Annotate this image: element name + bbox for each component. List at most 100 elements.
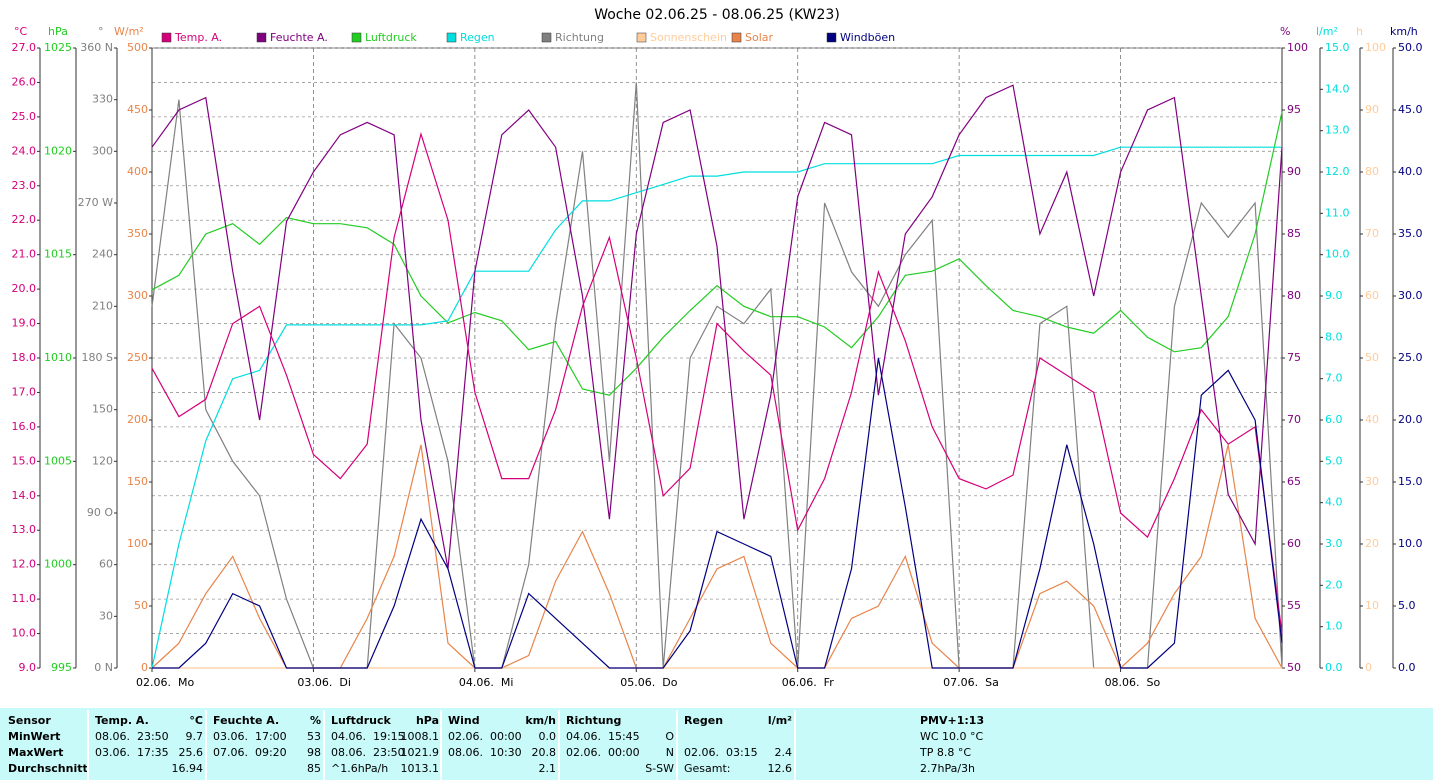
table-cell: l/m²: [768, 714, 792, 727]
y-tick-label: 10.0: [1398, 537, 1423, 550]
y-tick-label: 27.0: [12, 41, 37, 54]
table-cell: 07.06. 09:20: [213, 746, 287, 759]
table-cell: 16.94: [172, 762, 204, 775]
y-tick-label: 80: [1365, 165, 1379, 178]
chart-title: Woche 02.06.25 - 08.06.25 (KW23): [594, 7, 840, 23]
y-tick-label: 30.0: [1398, 289, 1423, 302]
legend-swatch: [636, 32, 647, 43]
axis-unit: h: [1356, 25, 1363, 38]
y-tick-label: 400: [127, 165, 148, 178]
y-tick-label: 10.0: [12, 627, 37, 640]
y-tick-label: 250: [127, 351, 148, 364]
y-tick-label: 450: [127, 103, 148, 116]
y-tick-label: 1015: [44, 248, 72, 261]
row-label: MinWert: [8, 730, 60, 743]
y-tick-label: 95: [1287, 103, 1301, 116]
y-tick-label: 23.0: [12, 179, 37, 192]
y-tick-label: 70: [1365, 227, 1379, 240]
series-line: [152, 357, 1283, 669]
y-tick-label: 85: [1287, 227, 1301, 240]
y-tick-label: 12.0: [12, 558, 37, 571]
y-tick-label: 60: [1365, 289, 1379, 302]
y-tick-label: 18.0: [12, 351, 37, 364]
series-line: [151, 131, 1283, 634]
y-tick-label: 1025: [44, 41, 72, 54]
y-tick-label: 1000: [44, 558, 72, 571]
y-tick-label: 0: [141, 661, 148, 674]
y-tick-label: 16.0: [12, 420, 37, 433]
table-cell: 04.06. 15:45: [566, 730, 640, 743]
series-line: [151, 84, 1283, 569]
y-tick-label: 25.0: [12, 110, 37, 123]
table-cell: 20.8: [532, 746, 557, 759]
y-tick-label: 200: [127, 413, 148, 426]
y-tick-label: 0.0: [1398, 661, 1416, 674]
y-tick-label: 120: [92, 454, 113, 467]
y-tick-label: 5.0: [1325, 454, 1343, 467]
y-tick-label: 40: [1365, 413, 1379, 426]
pmv-line: TP 8.8 °C: [919, 746, 971, 759]
y-tick-label: 50: [1287, 661, 1301, 674]
y-tick-label: 5.0: [1398, 599, 1416, 612]
y-tick-label: 100: [127, 537, 148, 550]
legend-swatch: [351, 32, 362, 43]
y-tick-label: 1005: [44, 454, 72, 467]
y-tick-label: 55: [1287, 599, 1301, 612]
y-tick-label: 13.0: [1325, 124, 1350, 137]
y-tick-label: 10.0: [1325, 248, 1350, 261]
table-cell: 98: [307, 746, 321, 759]
y-tick-label: 60: [99, 558, 113, 571]
table-cell: Luftdruck: [331, 714, 392, 727]
y-tick-label: 0: [1365, 661, 1372, 674]
table-cell: 08.06. 23:50: [331, 746, 405, 759]
y-tick-label: 70: [1287, 413, 1301, 426]
y-tick-label: 25.0: [1398, 351, 1423, 364]
legend-swatch: [826, 32, 837, 43]
legend-swatch: [541, 32, 552, 43]
table-cell: 02.06. 00:00: [448, 730, 522, 743]
y-tick-label: 995: [51, 661, 72, 674]
y-tick-label: 17.0: [12, 385, 37, 398]
y-tick-label: 30: [99, 609, 113, 622]
y-tick-label: 0.0: [1325, 661, 1343, 674]
legend-swatch: [161, 32, 172, 43]
x-tick-label: 08.06. So: [1105, 676, 1161, 689]
y-tick-label: 21.0: [12, 248, 37, 261]
y-tick-label: 45.0: [1398, 103, 1423, 116]
y-tick-label: 300: [92, 144, 113, 157]
legend-label: Temp. A.: [174, 31, 222, 44]
legend-label: Luftdruck: [365, 31, 417, 44]
y-tick-label: 20: [1365, 537, 1379, 550]
table-cell: 1013.1: [401, 762, 440, 775]
y-tick-label: 12.0: [1325, 165, 1350, 178]
legend-swatch: [731, 32, 742, 43]
axis-unit: °: [98, 25, 104, 38]
x-tick-label: 03.06. Di: [297, 676, 351, 689]
axis-unit: l/m²: [1316, 25, 1338, 38]
table-cell: °C: [189, 714, 203, 727]
y-tick-label: 0 N: [94, 661, 113, 674]
y-tick-label: 100: [1365, 41, 1386, 54]
y-tick-label: 65: [1287, 475, 1301, 488]
table-cell: 02.06. 00:00: [566, 746, 640, 759]
pmv-header: PMV+1:13: [920, 714, 984, 727]
y-tick-label: 3.0: [1325, 537, 1343, 550]
y-tick-label: 240: [92, 248, 113, 261]
axis-unit: %: [1280, 25, 1290, 38]
y-tick-label: 15.0: [1325, 41, 1350, 54]
table-cell: 2.4: [775, 746, 793, 759]
table-cell: Wind: [448, 714, 480, 727]
row-label: Durchschnitt: [8, 762, 88, 775]
table-background: [0, 708, 1433, 780]
table-cell: 12.6: [768, 762, 793, 775]
row-label: MaxWert: [8, 746, 63, 759]
table-cell: 2.1: [539, 762, 557, 775]
y-tick-label: 330: [92, 93, 113, 106]
y-tick-label: 90: [1365, 103, 1379, 116]
table-cell: km/h: [525, 714, 556, 727]
legend-label: Regen: [460, 31, 495, 44]
y-tick-label: 300: [127, 289, 148, 302]
pmv-line: WC 10.0 °C: [920, 730, 984, 743]
legend-swatch: [256, 32, 267, 43]
y-tick-label: 13.0: [12, 523, 37, 536]
